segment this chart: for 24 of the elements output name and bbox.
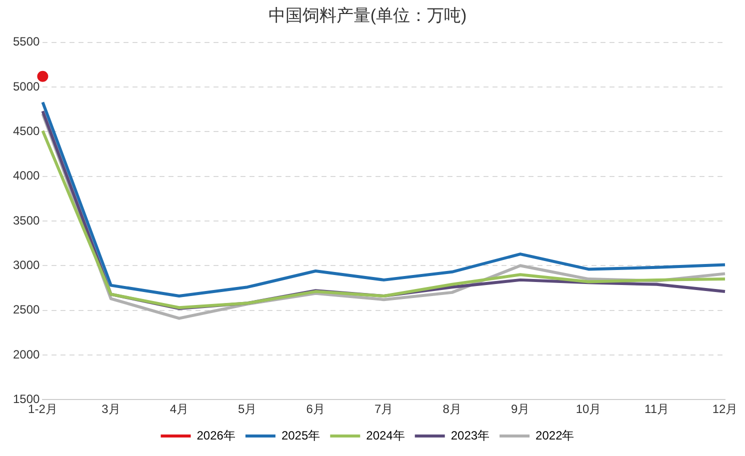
y-tick-label: 3500	[12, 213, 40, 228]
legend-label: 2022年	[536, 428, 574, 442]
x-tick-label: 11月	[644, 402, 670, 416]
x-tick-label: 8月	[442, 402, 462, 416]
legend-label: 2025年	[281, 428, 320, 442]
legend-label: 2024年	[366, 428, 405, 442]
legend-label: 2026年	[196, 428, 236, 442]
y-tick-label: 5500	[12, 34, 40, 49]
x-tick-label: 10月	[576, 402, 602, 416]
y-tick-label: 3000	[12, 258, 40, 272]
x-tick-label: 7月	[374, 402, 394, 416]
x-tick-label: 4月	[170, 402, 188, 416]
y-tick-label: 5000	[12, 79, 40, 94]
y-tick-label: 2000	[12, 347, 40, 362]
y-tick-label: 2500	[12, 302, 40, 317]
x-tick-label: 12月	[712, 402, 738, 416]
x-tick-label: 3月	[102, 402, 120, 416]
chart-title: 中国饲料产量(单位：万吨)	[268, 6, 467, 25]
legend-label: 2023年	[450, 428, 490, 442]
y-tick-label: 4500	[12, 124, 40, 138]
y-tick-label: 4000	[12, 168, 40, 183]
x-tick-label: 6月	[306, 402, 325, 416]
x-tick-label: 5月	[238, 402, 257, 416]
x-tick-label: 9月	[510, 402, 530, 416]
